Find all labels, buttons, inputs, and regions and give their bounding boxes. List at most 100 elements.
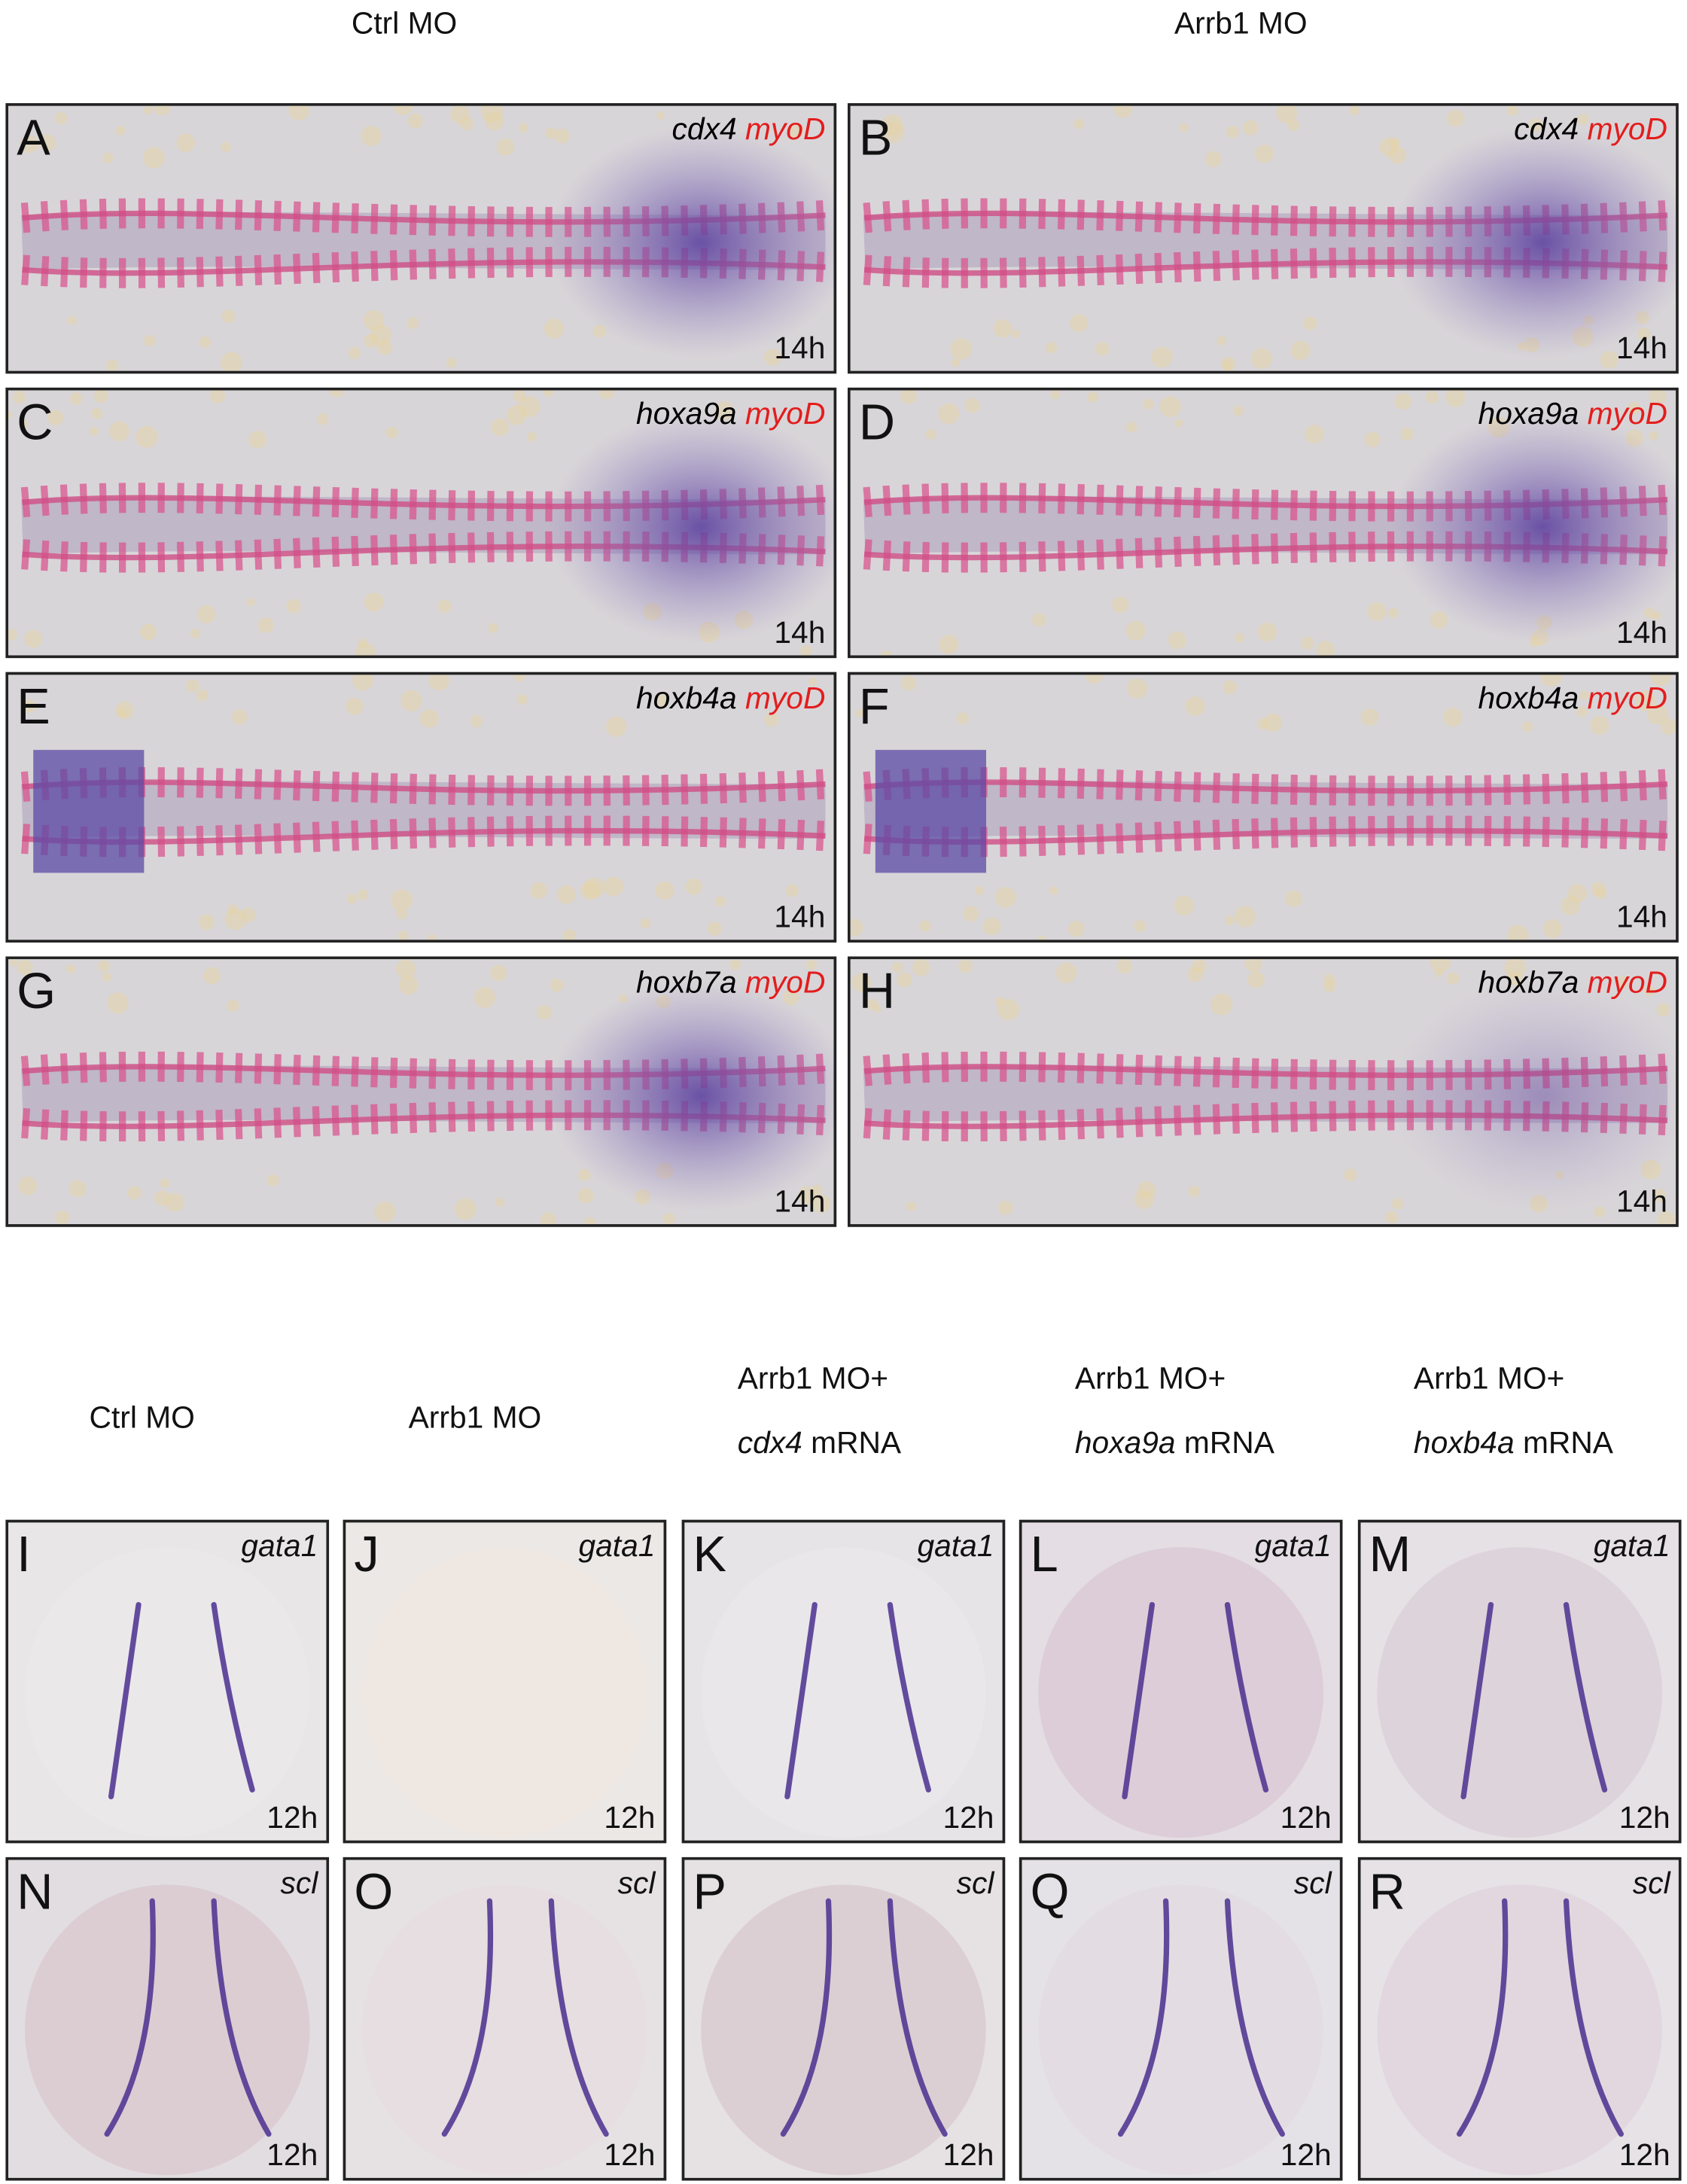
gene-name: gata1: [1254, 1528, 1332, 1564]
column-header: Arrb1 MO+: [1074, 1360, 1226, 1396]
embryo-image: [850, 390, 1676, 656]
stage-label: 14h: [1615, 1183, 1667, 1219]
column-header: Ctrl MO: [351, 5, 458, 41]
image-panel: F hoxb4a myoD 14h: [848, 672, 1679, 943]
stage-label: 14h: [774, 614, 826, 650]
header-text: mRNA: [1522, 1424, 1613, 1461]
gene-name: hoxb4a: [635, 680, 737, 716]
probe-label: hoxa9a myoD: [1478, 396, 1667, 432]
stage-label: 12h: [1280, 2137, 1332, 2173]
probe-label: hoxb4a myoD: [1478, 681, 1667, 717]
panel-letter: C: [17, 393, 53, 451]
embryo-image: [1360, 1860, 1679, 2178]
column-header: Ctrl MO: [89, 1400, 195, 1435]
marker-name: myoD: [1587, 964, 1667, 1000]
stage-label: 14h: [1615, 899, 1667, 934]
stage-label: 12h: [266, 1799, 318, 1835]
probe-label: hoxb4a myoD: [636, 681, 825, 717]
column-header: Arrb1 MO+: [737, 1360, 889, 1396]
embryo-image: [8, 1522, 327, 1841]
embryo-image: [1022, 1522, 1340, 1841]
image-panel: L gata1 12h: [1019, 1519, 1343, 1844]
embryo-image: [1360, 1522, 1679, 1841]
panel-letter: K: [693, 1525, 726, 1583]
embryo-image: [684, 1522, 1003, 1841]
marker-name: myoD: [745, 964, 826, 1000]
marker-name: myoD: [745, 395, 826, 431]
embryo-image: [1022, 1860, 1340, 2178]
panel-letter: F: [858, 678, 890, 736]
gene-name: cdx4: [671, 111, 737, 147]
gene-name: hoxa9a: [1478, 395, 1579, 431]
column-header: Arrb1 MO: [1174, 5, 1308, 41]
header-text: mRNA: [811, 1424, 902, 1461]
column-header-line: hoxb4a mRNA: [1414, 1425, 1613, 1461]
panel-letter: J: [354, 1525, 379, 1583]
gene-name: scl: [617, 1865, 656, 1901]
gene-name: scl: [280, 1865, 318, 1901]
gene-name: hoxa9a: [635, 395, 737, 431]
probe-label: cdx4 myoD: [1514, 111, 1667, 148]
panel-letter: I: [17, 1525, 31, 1583]
image-panel: B cdx4 myoD 14h: [848, 103, 1679, 374]
image-panel: G hoxb7a myoD 14h: [5, 956, 837, 1227]
image-panel: H hoxb7a myoD 14h: [848, 956, 1679, 1227]
image-panel: E hoxb4a myoD 14h: [5, 672, 837, 943]
stage-label: 14h: [774, 1183, 826, 1219]
stage-label: 12h: [942, 1799, 994, 1835]
column-header: Arrb1 MO+: [1413, 1360, 1565, 1396]
embryo-image: [850, 105, 1676, 371]
gene-name: scl: [1293, 1865, 1332, 1901]
image-panel: R scl 12h: [1357, 1857, 1682, 2181]
column-header: Arrb1 MO: [408, 1400, 542, 1435]
panel-letter: H: [858, 961, 895, 1019]
gene-name: gata1: [917, 1528, 994, 1564]
panel-letter: O: [354, 1863, 394, 1921]
panel-letter: E: [17, 678, 50, 736]
marker-name: myoD: [1587, 111, 1667, 147]
panel-letter: D: [858, 393, 895, 451]
embryo-image: [8, 105, 834, 371]
embryo-image: [8, 959, 834, 1225]
embryo-image: [850, 959, 1676, 1225]
gene-name: gata1: [578, 1528, 656, 1564]
header-text: mRNA: [1183, 1424, 1274, 1461]
image-panel: N scl 12h: [5, 1857, 330, 2181]
gene-name: hoxb4a: [1413, 1424, 1515, 1461]
embryo-image: [8, 390, 834, 656]
gene-name: gata1: [1593, 1528, 1670, 1564]
marker-name: myoD: [1587, 680, 1667, 716]
stage-label: 14h: [1615, 330, 1667, 366]
probe-label: hoxb7a myoD: [636, 965, 825, 1001]
gene-name: cdx4: [1514, 111, 1579, 147]
panel-letter: M: [1369, 1525, 1411, 1583]
stage-label: 12h: [1280, 1799, 1332, 1835]
marker-name: myoD: [1587, 395, 1667, 431]
embryo-image: [346, 1522, 664, 1841]
image-panel: M gata1 12h: [1357, 1519, 1682, 1844]
gene-name: hoxa9a: [1074, 1424, 1176, 1461]
gene-name: cdx4: [737, 1424, 802, 1461]
probe-label: hoxa9a myoD: [636, 396, 825, 432]
image-panel: O scl 12h: [343, 1857, 667, 2181]
marker-name: myoD: [745, 111, 826, 147]
gene-name: gata1: [241, 1528, 318, 1564]
panel-letter: N: [17, 1863, 53, 1921]
panel-letter: Q: [1030, 1863, 1070, 1921]
probe-label: cdx4 myoD: [672, 111, 826, 148]
stage-label: 12h: [604, 1799, 656, 1835]
embryo-image: [8, 675, 834, 940]
image-panel: C hoxa9a myoD 14h: [5, 387, 837, 659]
gene-name: hoxb7a: [635, 964, 737, 1000]
stage-label: 12h: [1618, 2137, 1670, 2173]
stage-label: 12h: [266, 2137, 318, 2173]
stage-label: 12h: [604, 2137, 656, 2173]
embryo-image: [684, 1860, 1003, 2178]
stage-label: 12h: [942, 2137, 994, 2173]
marker-name: myoD: [745, 680, 826, 716]
image-panel: P scl 12h: [681, 1857, 1006, 2181]
panel-letter: B: [858, 108, 893, 166]
column-header-line: cdx4 mRNA: [738, 1425, 901, 1461]
image-panel: A cdx4 myoD 14h: [5, 103, 837, 374]
image-panel: K gata1 12h: [681, 1519, 1006, 1844]
